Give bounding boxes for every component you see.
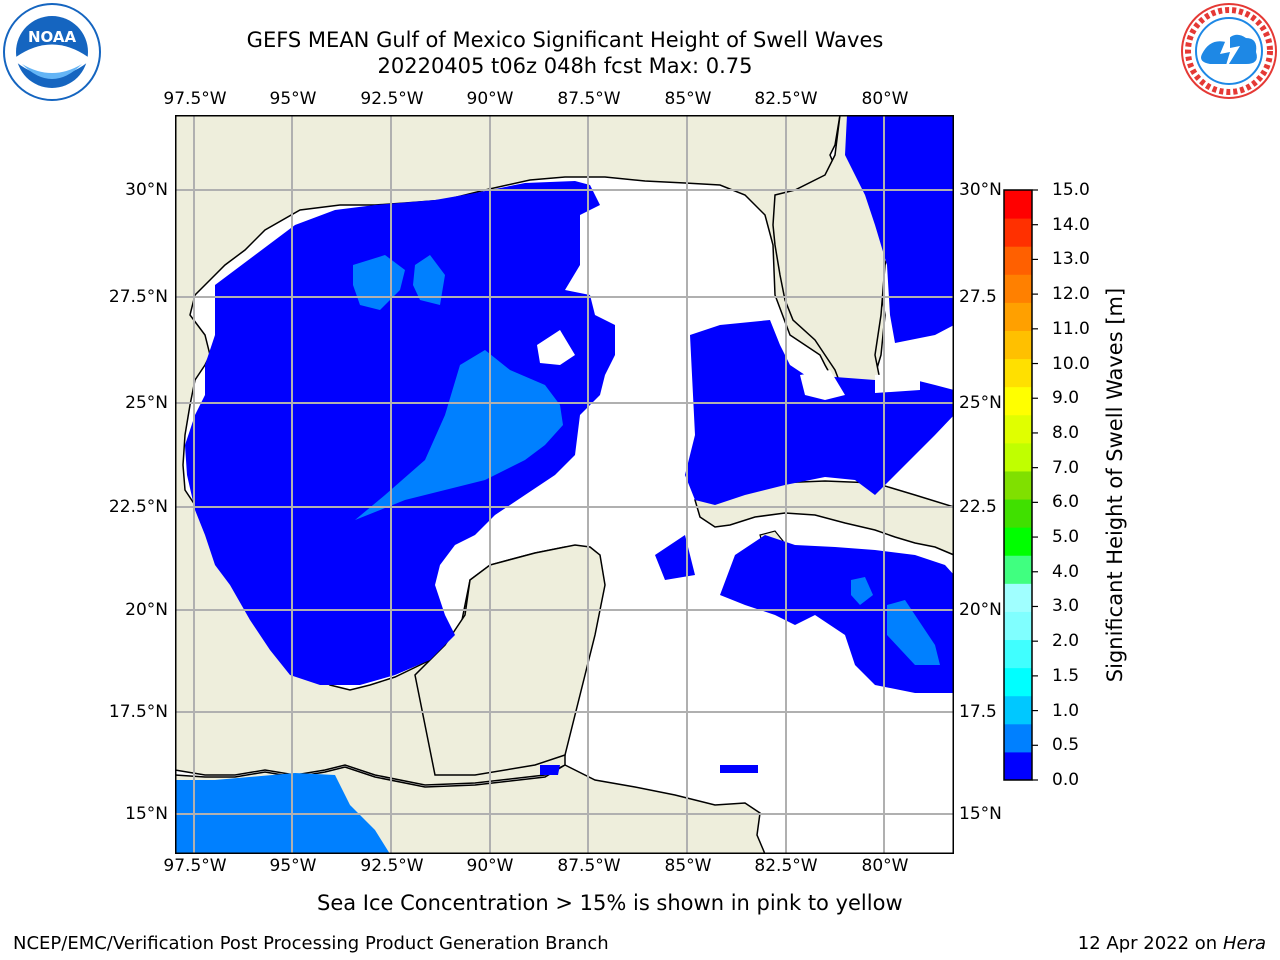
colorbar-tick-label: 1.5	[1052, 665, 1080, 686]
colorbar-tick-label: 12.0	[1052, 284, 1090, 305]
lon-tick-bottom: 95°W	[269, 856, 317, 876]
swell-region-medium-north2	[413, 255, 445, 305]
footer-date: 12 Apr 2022 on Hera	[1078, 933, 1266, 954]
lat-tick-right: 15°N	[959, 804, 1002, 824]
lon-tick-top: 80°W	[861, 89, 909, 109]
colorbar-tick-label: 5.0	[1052, 527, 1080, 548]
colorbar-tick-label: 15.0	[1052, 180, 1090, 200]
swell-region-medium-caribbean2	[887, 600, 940, 665]
colorbar-segment	[1004, 583, 1032, 612]
colorbar-tick-label: 13.0	[1052, 249, 1090, 270]
colorbar-segment	[1004, 386, 1032, 416]
colorbar-segment	[1004, 611, 1032, 641]
swell-region-small-west	[655, 535, 695, 580]
colorbar-segment	[1004, 470, 1032, 500]
lat-tick-left: 25°N	[125, 393, 168, 413]
lat-tick-right: 25°N	[959, 393, 1002, 413]
colorbar-tick-label: 10.0	[1052, 353, 1090, 374]
colorbar-tick-label: 14.0	[1052, 214, 1090, 235]
swell-region-caribbean	[720, 535, 954, 693]
lat-tick-right: 27.5	[959, 287, 997, 307]
sea-ice-note: Sea Ice Concentration > 15% is shown in …	[317, 891, 903, 915]
colorbar-segment	[1004, 442, 1032, 472]
colorbar-segment	[1004, 555, 1032, 584]
swell-region-small-south	[720, 765, 758, 773]
lon-tick-bottom: 85°W	[664, 856, 712, 876]
colorbar-tick-label: 7.0	[1052, 457, 1080, 478]
colorbar-segment	[1004, 274, 1032, 303]
land-cuba	[694, 480, 954, 556]
lon-tick-bottom: 87.5°W	[557, 856, 621, 876]
swell-region-medium-central	[355, 350, 563, 520]
footer-machine: Hera	[1222, 933, 1266, 954]
colorbar-segment	[1004, 302, 1032, 331]
lat-tick-left: 22.5°N	[108, 497, 168, 517]
colorbar-segment	[1004, 695, 1032, 725]
chart-subtitle: 20220405 t06z 048h fcst Max: 0.75	[377, 54, 753, 78]
colorbar-tick-label: 0.5	[1052, 735, 1080, 756]
land-yucatan	[414, 544, 606, 776]
lon-tick-bottom: 97.5°W	[163, 856, 227, 876]
lon-tick-top: 95°W	[269, 89, 317, 109]
colorbar-segment	[1004, 751, 1032, 781]
colorbar-segment	[1004, 218, 1032, 247]
colorbar-tick-label: 8.0	[1052, 422, 1080, 443]
national-weather-service-logo	[1181, 3, 1277, 99]
lon-tick-bottom: 90°W	[466, 856, 514, 876]
noaa-logo: NOAA	[3, 3, 101, 101]
colorbar-segment	[1004, 414, 1032, 444]
colorbar-segment	[1004, 330, 1032, 360]
colorbar-segment	[1004, 639, 1032, 669]
colorbar-segment	[1004, 723, 1032, 753]
lon-tick-top: 92.5°W	[360, 89, 424, 109]
colorbar-tick-label: 9.0	[1052, 388, 1080, 409]
lon-tick-top: 87.5°W	[557, 89, 621, 109]
lon-tick-top: 97.5°W	[163, 89, 227, 109]
colorbar-tick-label: 6.0	[1052, 492, 1080, 513]
footer-date-text: 12 Apr 2022 on	[1077, 933, 1223, 954]
colorbar	[1003, 189, 1038, 781]
lon-tick-bottom: 82.5°W	[754, 856, 818, 876]
gulf-of-mexico-map	[175, 115, 954, 854]
lat-tick-left: 27.5°N	[108, 287, 168, 307]
colorbar-border	[1003, 189, 1033, 781]
colorbar-segment	[1004, 358, 1032, 388]
colorbar-segment	[1004, 190, 1032, 219]
colorbar-tick-label: 3.0	[1052, 596, 1080, 617]
lon-tick-top: 90°W	[466, 89, 514, 109]
graticule	[175, 115, 954, 854]
swell-region-medium-caribbean1	[851, 577, 873, 605]
footer-credit: NCEP/EMC/Verification Post Processing Pr…	[13, 933, 609, 954]
lon-tick-top: 85°W	[664, 89, 712, 109]
lat-tick-right: 30°N	[959, 180, 1002, 200]
svg-text:NOAA: NOAA	[28, 28, 77, 46]
swell-region-eastern-gulf	[685, 320, 954, 505]
lat-tick-left: 20°N	[125, 600, 168, 620]
colorbar-tick-label: 1.0	[1052, 700, 1080, 721]
lat-tick-right: 17.5	[959, 702, 997, 722]
colorbar-segment	[1004, 527, 1032, 556]
swell-region-florida-east	[845, 115, 954, 343]
lat-tick-left: 17.5°N	[108, 702, 168, 722]
colorbar-tick-label: 4.0	[1052, 561, 1080, 582]
lat-tick-left: 30°N	[125, 180, 168, 200]
chart-title: GEFS MEAN Gulf of Mexico Significant Hei…	[246, 28, 884, 52]
colorbar-tick-label: 0.0	[1052, 770, 1080, 790]
lon-tick-bottom: 80°W	[861, 856, 909, 876]
colorbar-tick-label: 11.0	[1052, 318, 1090, 339]
swell-region-small-sw	[540, 765, 560, 775]
lat-tick-right: 22.5	[959, 497, 997, 517]
colorbar-segment	[1004, 246, 1032, 275]
colorbar-label: Significant Height of Swell Waves [m]	[1103, 287, 1127, 683]
colorbar-tick-label: 2.0	[1052, 631, 1080, 652]
lon-tick-top: 82.5°W	[754, 89, 818, 109]
colorbar-segment	[1004, 499, 1032, 528]
lat-tick-left: 15°N	[125, 804, 168, 824]
lat-tick-right: 20°N	[959, 600, 1002, 620]
lon-tick-bottom: 92.5°W	[360, 856, 424, 876]
colorbar-segment	[1004, 667, 1032, 697]
